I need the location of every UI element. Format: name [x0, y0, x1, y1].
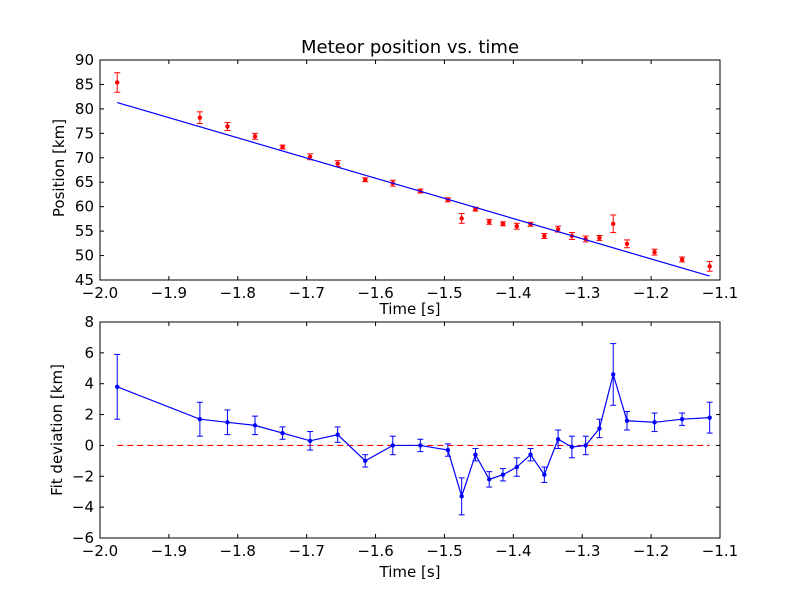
y-tick-label: 85	[75, 75, 94, 93]
y-tick-label: 80	[75, 100, 94, 118]
data-point	[363, 177, 368, 182]
x-tick-label: −1.3	[564, 542, 600, 560]
data-point	[555, 226, 561, 232]
y-tick-label: 2	[84, 406, 94, 424]
data-point	[652, 420, 657, 425]
x-axis-label: Time [s]	[379, 300, 441, 318]
data-point	[500, 472, 506, 477]
y-tick-label: 4	[84, 375, 94, 393]
plot-area	[99, 321, 721, 539]
plot-area	[99, 59, 721, 281]
y-tick-label: −2	[72, 467, 94, 485]
y-axis-label: Fit deviation [km]	[48, 364, 66, 496]
y-tick-label: −6	[72, 529, 94, 547]
x-tick-label: −1.4	[495, 542, 531, 560]
data-point	[597, 235, 602, 241]
data-point	[335, 161, 340, 166]
data-point	[115, 80, 120, 85]
y-tick-label: 65	[75, 173, 94, 191]
data-point	[514, 224, 519, 229]
data-point	[459, 494, 464, 499]
x-tick-label: −1.8	[220, 284, 256, 302]
data-point	[115, 384, 120, 389]
data-point	[597, 426, 602, 431]
x-tick-label: −1.3	[564, 284, 600, 302]
x-tick-label: −1.2	[633, 542, 669, 560]
y-tick-label: 90	[75, 51, 94, 69]
x-tick-label: −1.7	[288, 542, 324, 560]
data-point	[487, 477, 492, 482]
data-point	[252, 423, 258, 428]
data-point	[555, 437, 561, 442]
y-tick-label: 50	[75, 247, 94, 265]
data-point	[197, 115, 203, 120]
data-point	[418, 443, 423, 448]
data-point	[307, 154, 313, 159]
data-point	[487, 219, 492, 225]
x-tick-label: −1.8	[220, 542, 256, 560]
y-tick-label: 0	[84, 436, 94, 454]
data-point	[390, 443, 395, 448]
x-tick-label: −1.9	[151, 284, 187, 302]
data-point	[583, 443, 588, 448]
data-point	[611, 221, 616, 226]
x-tick-label: −2.0	[82, 542, 118, 560]
y-tick-label: −4	[72, 498, 94, 516]
data-point	[500, 221, 506, 226]
x-tick-label: −1.6	[357, 284, 393, 302]
x-tick-label: −1.6	[357, 542, 393, 560]
data-point	[707, 415, 712, 420]
position-chart-panel: Meteor position vs. time Time [s] Positi…	[50, 37, 738, 318]
x-tick-label: −2.0	[82, 284, 118, 302]
data-point	[679, 257, 685, 262]
data-point	[252, 134, 258, 139]
data-point	[528, 452, 533, 457]
y-tick-label: 6	[84, 344, 94, 362]
y-tick-label: 70	[75, 149, 94, 167]
x-tick-label: −1.5	[426, 284, 462, 302]
data-point	[363, 458, 368, 464]
y-tick-label: 55	[75, 222, 94, 240]
x-tick-label: −1.1	[702, 284, 738, 302]
deviation-chart-panel: Time [s] Fit deviation [km] −2.0 −1.9 −1.8…	[48, 313, 738, 581]
data-point	[459, 216, 464, 221]
x-tick-label: −1.7	[288, 284, 324, 302]
x-tick-label: −1.1	[702, 542, 738, 560]
data-point	[335, 432, 340, 437]
x-tick-label: −1.2	[633, 284, 669, 302]
data-point	[225, 420, 230, 425]
fit-line	[117, 101, 710, 277]
x-tick-label: −1.9	[151, 542, 187, 560]
data-point	[679, 417, 685, 422]
data-point	[707, 264, 712, 269]
y-axis-label: Position [km]	[50, 119, 68, 217]
data-point	[569, 444, 575, 450]
data-point	[514, 464, 519, 470]
y-tick-label: 45	[75, 271, 94, 289]
data-point	[197, 417, 203, 422]
y-tick-label: 60	[75, 198, 94, 216]
y-tick-label: 75	[75, 124, 94, 142]
data-point	[542, 472, 547, 477]
chart-title: Meteor position vs. time	[301, 37, 519, 58]
data-point	[280, 430, 285, 436]
y-tick-label: 8	[84, 313, 94, 331]
data-point	[473, 452, 478, 457]
data-point	[624, 241, 630, 247]
x-tick-label: −1.4	[495, 284, 531, 302]
data-point	[307, 438, 313, 443]
data-point	[624, 418, 630, 423]
data-point	[225, 124, 230, 129]
data-point	[542, 233, 547, 239]
data-point	[280, 144, 285, 150]
data-point	[652, 249, 657, 255]
x-axis-label: Time [s]	[379, 563, 441, 581]
data-point	[611, 372, 616, 377]
x-tick-label: −1.5	[426, 542, 462, 560]
data-point	[445, 447, 451, 453]
